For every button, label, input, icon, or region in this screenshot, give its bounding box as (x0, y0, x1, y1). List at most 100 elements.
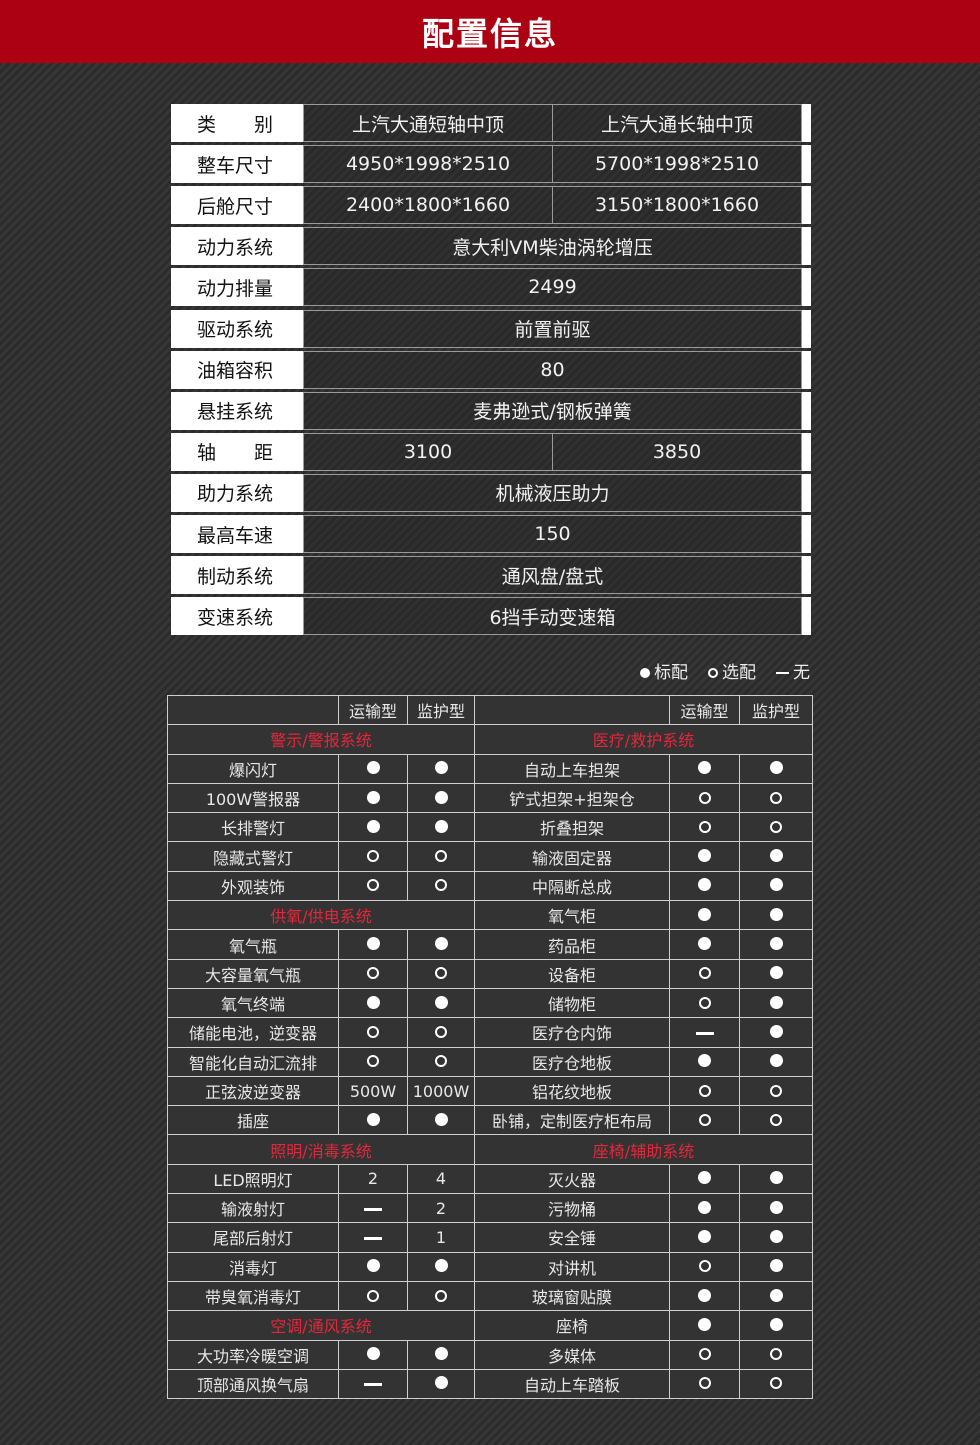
legend: 标配 选配 无 (640, 658, 810, 683)
feature-value (739, 1368, 813, 1400)
feature-value (407, 782, 475, 814)
spec-edge (802, 268, 811, 307)
feature-value (407, 929, 475, 960)
feature-value (739, 1222, 813, 1253)
feature-value (407, 1280, 475, 1312)
feature-value (669, 1222, 740, 1253)
none-dash-icon (364, 1207, 382, 1211)
feature-name: 大容量氧气瓶 (167, 958, 339, 989)
config-row: 插座 卧铺，定制医疗柜布局 (167, 1105, 813, 1136)
none-dash-icon (695, 1031, 714, 1035)
standard-dot-icon (698, 761, 711, 775)
spec-values: 6挡手动变速箱 (303, 597, 802, 636)
spec-values: 麦弗逊式/钢板弹簧 (303, 391, 802, 430)
spec-label: 类 别 (171, 104, 303, 142)
feature-name: 输液固定器 (474, 841, 670, 872)
header-cell: 运输型 (338, 694, 408, 726)
feature-name: 医疗仓内饰 (474, 1017, 670, 1048)
standard-dot-icon (434, 761, 448, 775)
spec-row: 助力系统 机械液压助力 (171, 473, 811, 512)
standard-dot-icon (769, 1288, 783, 1302)
feature-value (407, 1105, 475, 1136)
spec-values: 通风盘/盘式 (303, 556, 802, 595)
config-row: LED照明灯 2 4 灭火器 (167, 1163, 813, 1195)
spec-edge (802, 186, 811, 225)
feature-value (739, 1163, 813, 1195)
standard-dot-icon (698, 907, 711, 921)
feature-value (338, 1251, 408, 1282)
feature-value (407, 870, 475, 902)
feature-name: 长排警灯 (167, 812, 339, 843)
optional-circle-icon (435, 879, 447, 892)
spec-row: 动力排量 2499 (171, 268, 811, 307)
feature-name: 污物桶 (474, 1193, 670, 1224)
feature-value (739, 812, 813, 843)
optional-circle-icon (435, 1025, 447, 1038)
spec-row: 轴 距 3100 3850 (171, 432, 811, 471)
standard-dot-icon (434, 1259, 448, 1273)
feature-value (669, 1105, 740, 1136)
feature-name: 多媒体 (474, 1339, 670, 1370)
standard-dot-icon (698, 1229, 711, 1243)
feature-value (407, 1368, 475, 1400)
standard-dot-icon (769, 907, 783, 921)
optional-circle-icon (698, 1348, 711, 1361)
feature-name: 自动上车担架 (474, 753, 670, 784)
feature-value (338, 929, 408, 960)
header-cell: 监护型 (739, 694, 813, 726)
feature-name: 卧铺，定制医疗柜布局 (474, 1105, 670, 1136)
config-row: 带臭氧消毒灯 玻璃窗贴膜 (167, 1280, 813, 1312)
spec-values: 80 (303, 350, 802, 389)
feature-value (669, 987, 740, 1019)
spec-value: 150 (534, 523, 571, 545)
feature-name: 储物柜 (474, 987, 670, 1019)
feature-name: 座椅 (474, 1310, 670, 1341)
config-row: 输液射灯 2 污物桶 (167, 1193, 813, 1224)
optional-circle-icon (698, 791, 711, 804)
optional-circle-icon (698, 1113, 711, 1126)
feature-name: 中隔断总成 (474, 870, 670, 902)
standard-dot-icon (698, 1200, 711, 1214)
feature-name: 消毒灯 (167, 1251, 339, 1282)
standard-dot-icon (366, 995, 380, 1009)
feature-value (338, 841, 408, 872)
optional-circle-icon (698, 1377, 711, 1390)
feature-value (739, 1075, 813, 1107)
spec-values: 3100 3850 (303, 432, 802, 471)
feature-value (739, 900, 813, 931)
feature-name: 外观装饰 (167, 870, 339, 902)
spec-value: 上汽大通短轴中顶 (351, 113, 504, 136)
standard-dot-icon (769, 1229, 783, 1243)
feature-value (669, 1046, 740, 1077)
spec-value: 麦弗逊式/钢板弹簧 (473, 401, 632, 424)
spec-row: 最高车速 150 (171, 515, 811, 553)
standard-dot-icon (640, 668, 650, 678)
feature-name: 玻璃窗贴膜 (474, 1280, 670, 1312)
standard-dot-icon (769, 937, 783, 951)
legend-label: 选配 (722, 663, 756, 683)
feature-name: 正弦波逆变器 (167, 1075, 339, 1107)
spec-value: 4950*1998*2510 (345, 153, 511, 176)
spec-value: 5700*1998*2510 (552, 146, 801, 183)
config-row: 大功率冷暖空调 多媒体 (167, 1339, 813, 1370)
feature-value (669, 929, 740, 960)
feature-value (739, 1017, 813, 1048)
standard-dot-icon (434, 995, 448, 1009)
optional-circle-icon (367, 850, 379, 863)
standard-dot-icon (434, 1347, 448, 1361)
feature-value (669, 1368, 740, 1400)
feature-name: 灭火器 (474, 1163, 670, 1195)
standard-dot-icon (434, 790, 448, 804)
spec-value: 3150*1800*1660 (552, 187, 801, 224)
standard-dot-icon (698, 1317, 711, 1331)
feature-name: 尾部后射灯 (167, 1222, 339, 1253)
feature-name: 顶部通风换气扇 (167, 1368, 339, 1400)
config-table: 运输型 监护型 运输型 监护型 警示/警报系统 医疗/救护系统 爆闪灯 自动上车担架 100W警… (167, 694, 813, 1400)
config-row: 警示/警报系统 医疗/救护系统 (167, 724, 813, 755)
feature-name: 安全锤 (474, 1222, 670, 1253)
spec-values: 机械液压助力 (303, 473, 802, 512)
spec-value: 3850 (552, 433, 801, 470)
feature-name: 氧气柜 (474, 900, 670, 931)
config-row: 空调/通风系统 座椅 (167, 1310, 813, 1341)
section-title: 座椅/辅助系统 (474, 1134, 813, 1165)
